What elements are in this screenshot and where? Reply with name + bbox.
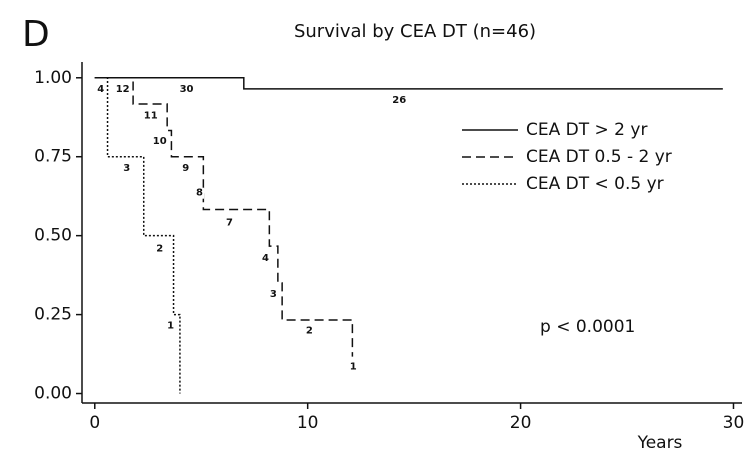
at-risk-label: 11 (144, 111, 158, 122)
at-risk-bg (181, 162, 191, 174)
chart-title: Survival by CEA DT (n=46) (294, 21, 536, 42)
at-risk-bg (225, 217, 235, 229)
at-risk-label: 1 (167, 321, 174, 332)
at-risk-bg (142, 110, 159, 122)
at-risk-bg (391, 94, 408, 106)
panel-label: D (22, 14, 50, 55)
legend-label: CEA DT < 0.5 yr (526, 174, 664, 194)
at-risk-bg (96, 83, 106, 95)
at-risk-label: 4 (97, 84, 104, 95)
at-risk-bg (122, 162, 132, 174)
survival-curve (94, 77, 723, 90)
y-tick-label: 0.50 (34, 226, 72, 246)
at-risk-label: 1 (350, 362, 357, 373)
at-risk-bg (151, 135, 168, 147)
at-risk-label: 3 (123, 163, 130, 174)
at-risk-bg (348, 361, 358, 373)
x-tick-label: 10 (297, 413, 319, 433)
y-tick-label: 0.00 (34, 384, 72, 404)
x-tick-label: 20 (510, 413, 532, 433)
at-risk-label: 4 (262, 253, 269, 264)
at-risk-label: 12 (116, 84, 130, 95)
y-tick-label: 0.25 (34, 305, 72, 325)
y-tick-label: 1.00 (34, 68, 72, 88)
at-risk-bg (166, 320, 176, 332)
at-risk-label: 2 (156, 244, 163, 255)
legend-label: CEA DT 0.5 - 2 yr (526, 147, 672, 167)
at-risk-bg (178, 83, 195, 95)
at-risk-bg (261, 252, 271, 264)
x-tick-label: 30 (723, 413, 745, 433)
at-risk-label: 8 (196, 188, 203, 199)
legend-label: CEA DT > 2 yr (526, 120, 647, 140)
at-risk-bg (114, 83, 131, 95)
at-risk-bg (155, 243, 165, 255)
x-tick-label: 0 (89, 413, 100, 433)
p-value: p < 0.0001 (540, 317, 635, 337)
at-risk-label: 10 (153, 136, 167, 147)
at-risk-label: 30 (180, 84, 194, 95)
at-risk-label: 2 (306, 325, 313, 336)
at-risk-bg (304, 325, 314, 337)
at-risk-bg (195, 187, 205, 199)
survival-curve (94, 77, 354, 357)
at-risk-label: 7 (226, 218, 233, 229)
at-risk-label: 3 (270, 289, 277, 300)
y-tick-label: 0.75 (34, 147, 72, 167)
x-axis-label: Years (637, 433, 683, 453)
at-risk-label: 9 (182, 163, 189, 174)
at-risk-bg (268, 288, 278, 300)
at-risk-label: 26 (392, 95, 406, 106)
